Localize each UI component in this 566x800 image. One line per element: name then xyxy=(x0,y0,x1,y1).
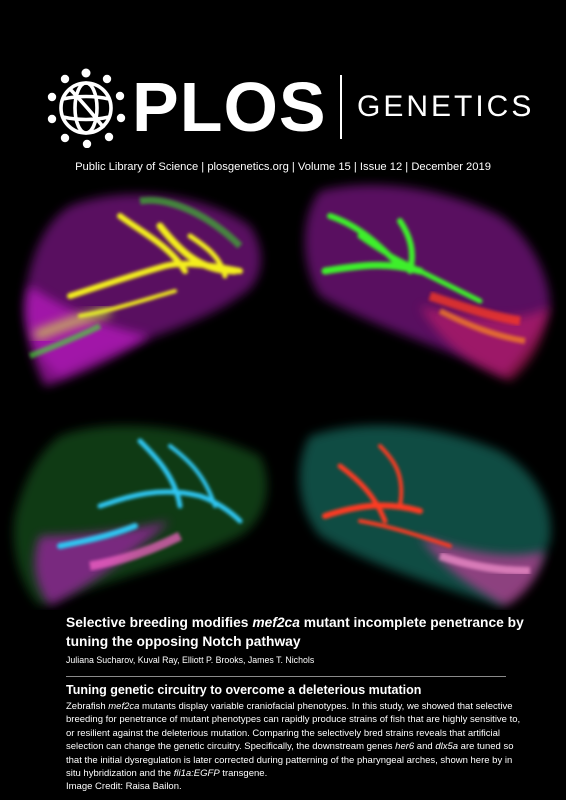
article-title-part2: mutant incomplete penetrance by tuning t… xyxy=(66,615,524,649)
zebrafish-craniofacial-micrograph xyxy=(13,185,551,606)
plos-globe-logo-icon xyxy=(47,68,126,148)
specimen-bottom-right xyxy=(299,425,551,606)
gene-name: dlx5a xyxy=(435,741,459,753)
article-title-part1: Selective breeding modifies xyxy=(66,615,253,630)
article-title-gene: mef2ca xyxy=(252,615,300,630)
image-credit: Image Credit: Raisa Bailon. xyxy=(66,781,182,793)
summary-text: Zebrafish xyxy=(66,701,109,712)
specimen-top-right xyxy=(305,185,550,381)
specimen-top-left xyxy=(24,194,261,386)
issue-line: Public Library of Science | plosgenetics… xyxy=(75,161,491,173)
gene-name: fli1a:EGFP xyxy=(173,768,220,780)
summary-text: transgene. xyxy=(219,768,268,780)
summary-text: mutants display variable craniofacial ph… xyxy=(66,701,521,753)
specimen-bottom-left xyxy=(13,425,268,606)
journal-name: GENETICS xyxy=(357,90,535,123)
summary-body: Zebrafish mef2ca mutants display variabl… xyxy=(66,700,521,794)
gene-name: mef2ca xyxy=(108,701,140,712)
summary-title: Tuning genetic circuitry to overcome a d… xyxy=(66,683,422,697)
section-divider xyxy=(66,676,506,677)
gene-name: her6 xyxy=(395,741,415,753)
publisher-wordmark: PLOS xyxy=(132,68,327,146)
summary-text: are tuned so that the initial dysregulat… xyxy=(66,741,514,780)
masthead: PLOS GENETICS xyxy=(0,0,566,160)
summary-text: and xyxy=(414,741,436,753)
article-title: Selective breeding modifies mef2ca mutan… xyxy=(66,613,536,651)
masthead-divider xyxy=(340,75,342,139)
article-authors: Juliana Sucharov, Kuval Ray, Elliott P. … xyxy=(66,655,315,665)
